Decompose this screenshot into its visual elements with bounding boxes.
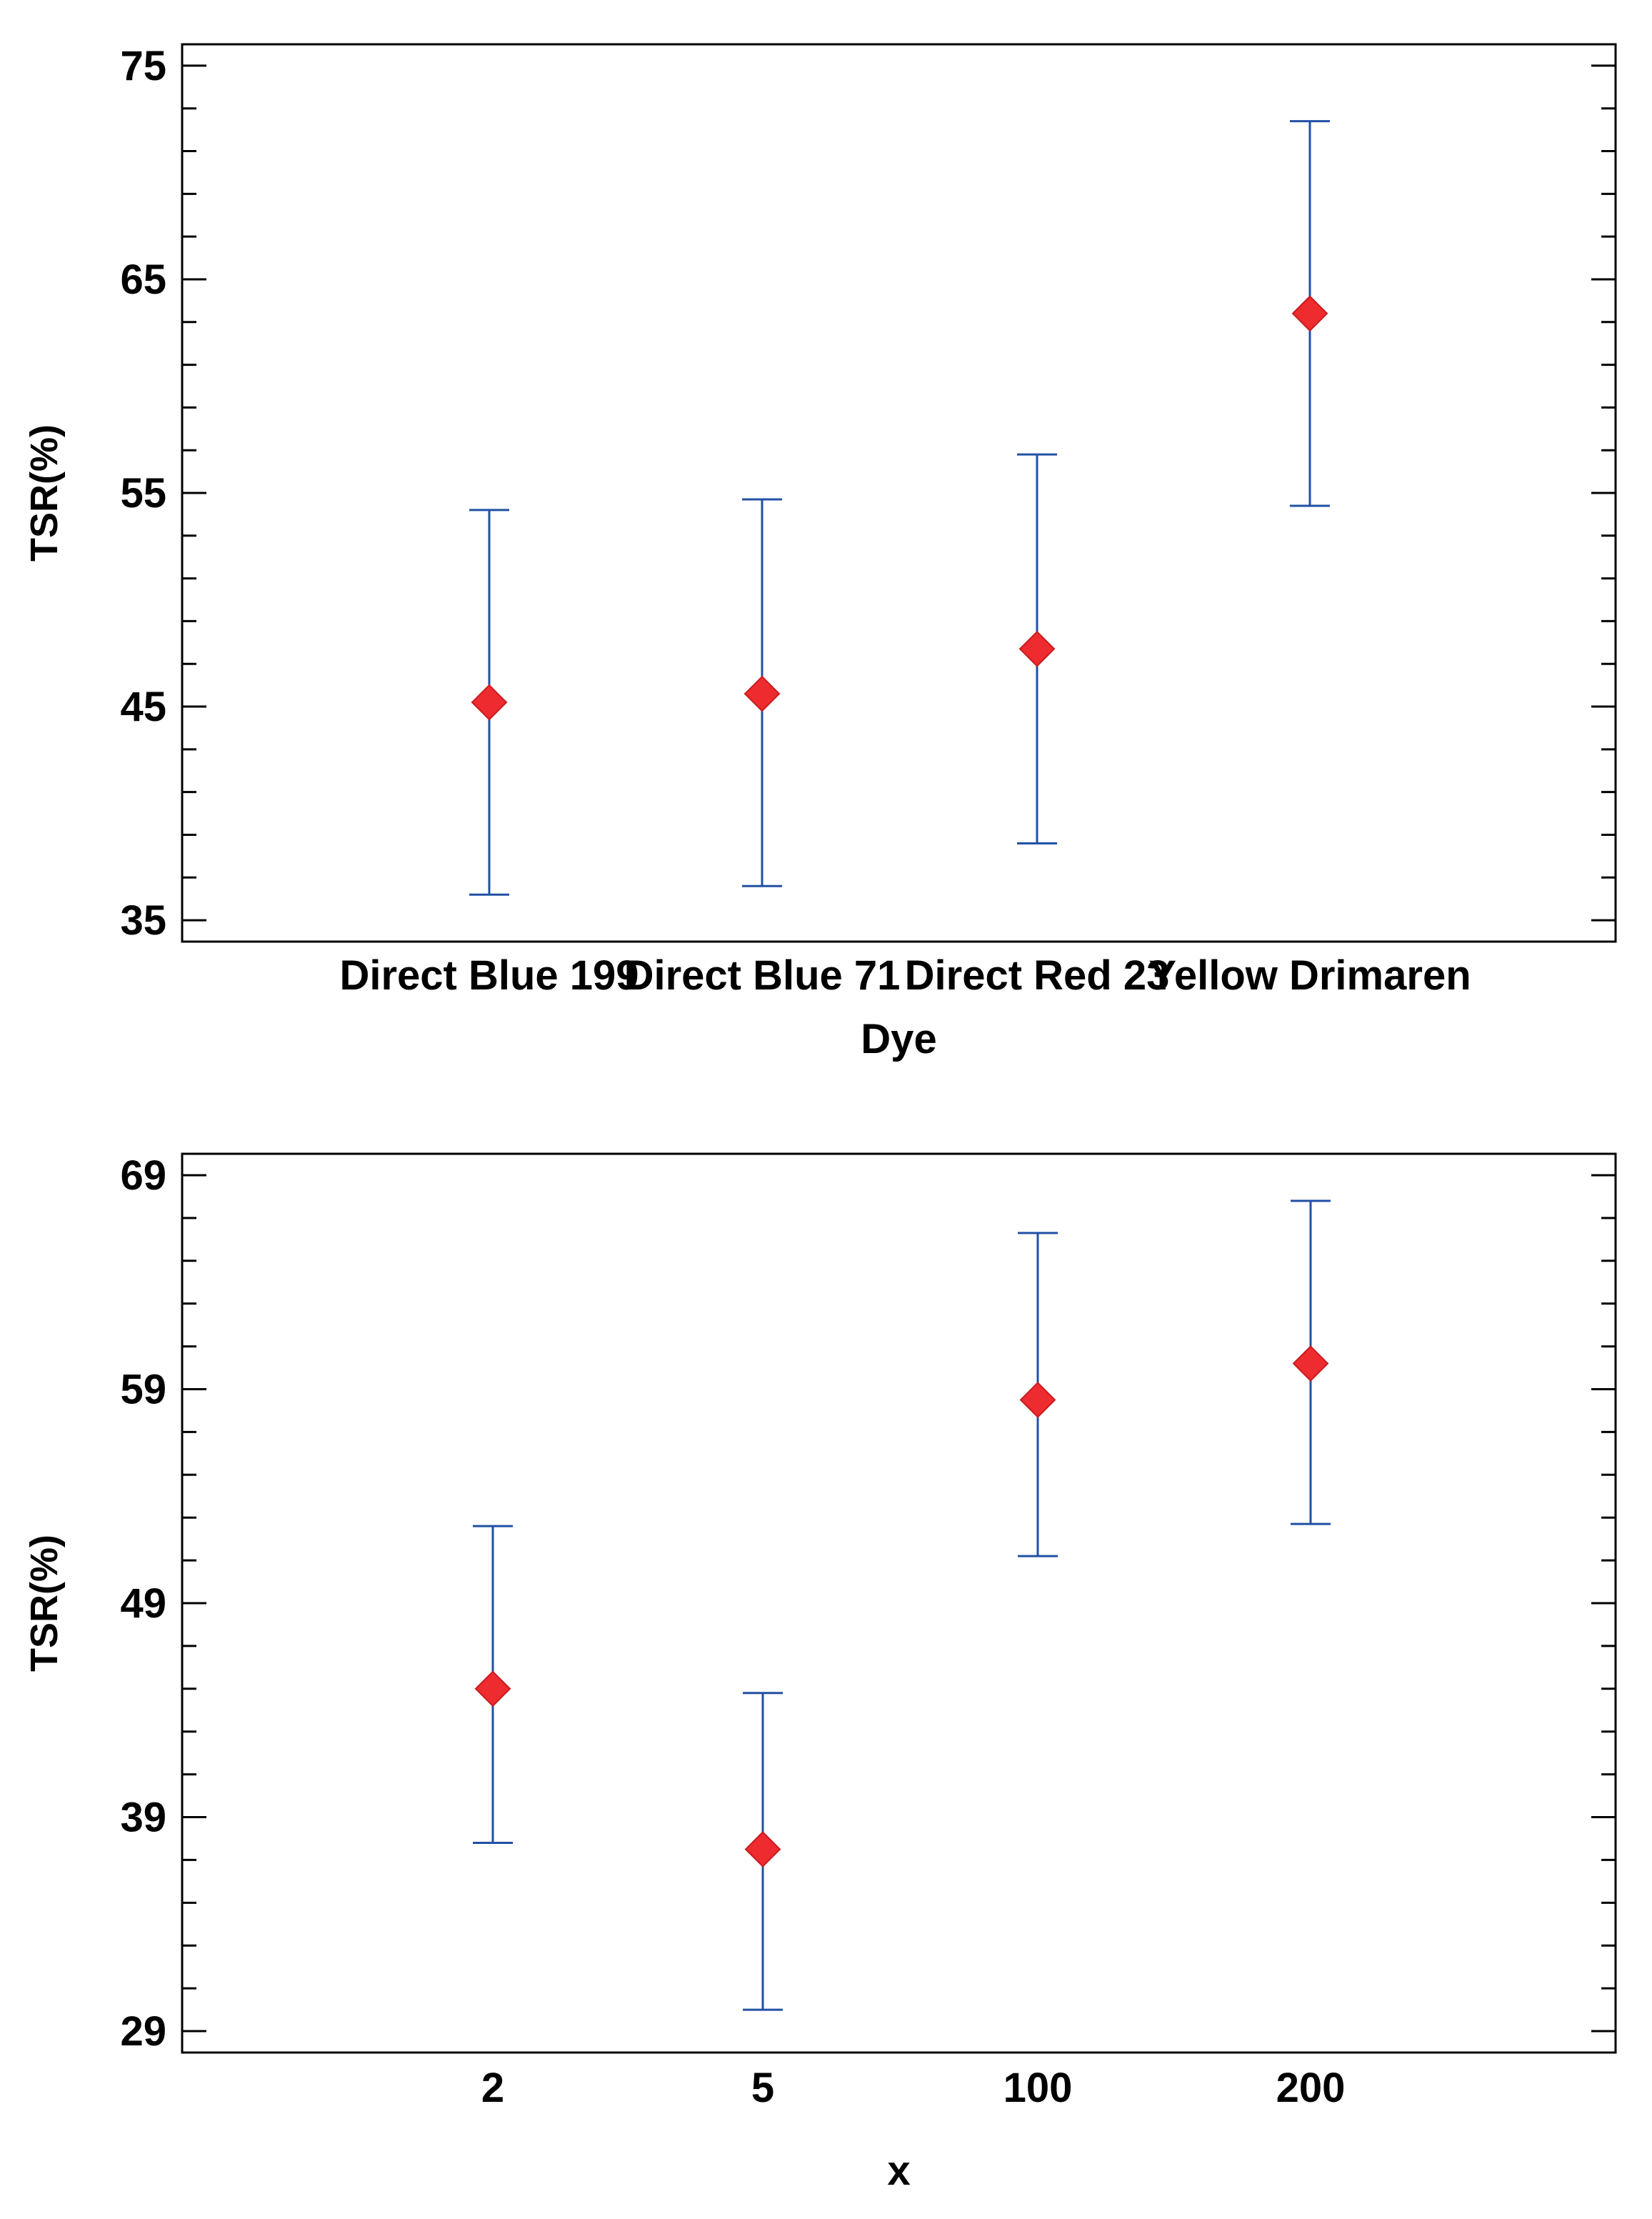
mean-marker: [474, 1670, 511, 1707]
mean-marker: [1019, 1382, 1056, 1418]
plot-frame: [181, 43, 1617, 943]
mean-marker: [1018, 630, 1056, 667]
y-tick-label: 75: [120, 43, 166, 89]
mean-marker: [744, 1831, 781, 1868]
x-axis-title: x: [887, 2148, 910, 2194]
x-category-label: 5: [751, 2065, 774, 2111]
y-tick-label: 39: [120, 1795, 166, 1841]
mean-marker: [1291, 295, 1328, 332]
y-axis-title: TSR(%): [23, 1535, 66, 1672]
x-category-label: 100: [1003, 2065, 1073, 2111]
x-axis-title: Dye: [861, 1016, 936, 1062]
mean-marker: [744, 675, 781, 712]
mean-marker: [471, 684, 508, 721]
y-tick-label: 69: [120, 1152, 166, 1199]
y-tick-label: 29: [120, 2008, 166, 2055]
x-category-label: Direct Red 23: [905, 952, 1170, 999]
y-tick-label: 45: [120, 684, 166, 730]
y-tick-label: 35: [120, 897, 166, 944]
y-axis-title: TSR(%): [23, 424, 66, 562]
mean-marker: [1292, 1345, 1329, 1382]
x-category-label: Direct Blue 71: [624, 952, 901, 999]
x-category-label: Yellow Drimaren: [1148, 952, 1471, 999]
y-tick-label: 49: [120, 1580, 166, 1627]
x-category-label: 2: [481, 2065, 504, 2111]
y-tick-label: 65: [120, 256, 166, 303]
x-category-label: 200: [1276, 2065, 1346, 2111]
x-category-label: Direct Blue 199: [339, 952, 639, 999]
chart-2: 29 39 49 59 69 TSR(%) 2 5 100 200 x: [23, 1152, 1617, 2194]
y-tick-label: 55: [120, 470, 166, 517]
plot-frame: [181, 1152, 1617, 2054]
y-tick-label: 59: [120, 1366, 166, 1412]
